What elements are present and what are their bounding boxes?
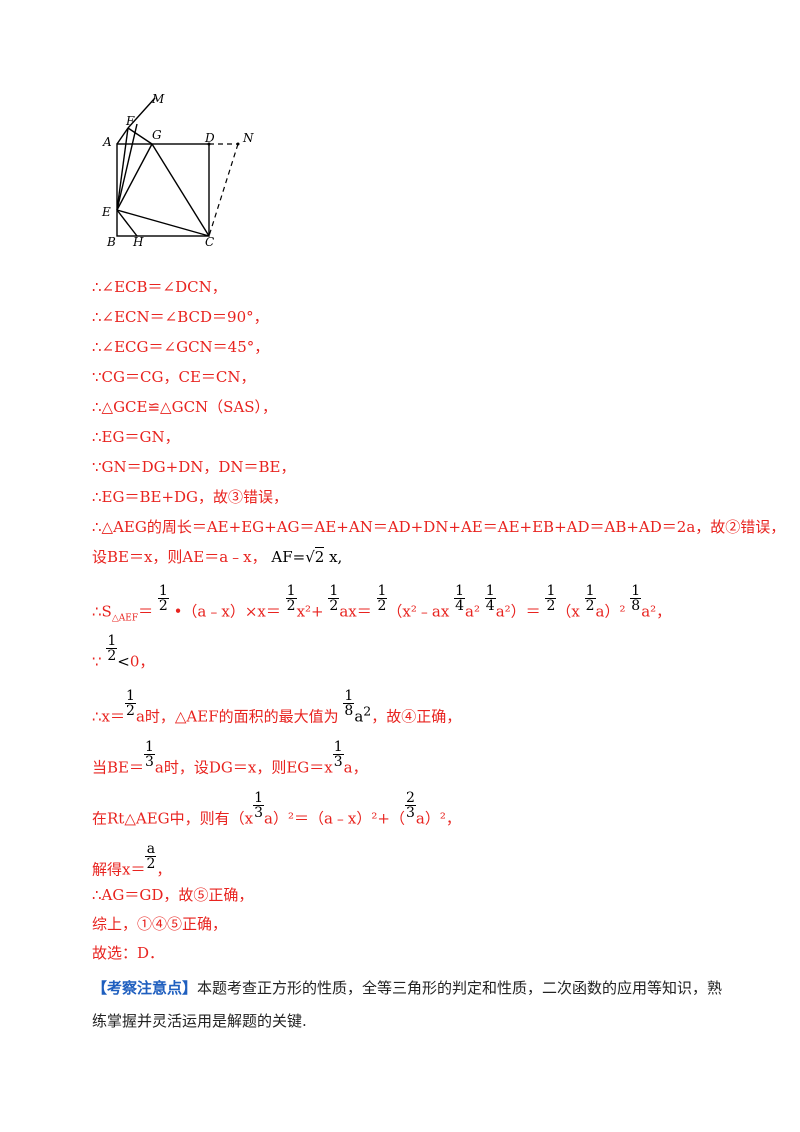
conclusion-4: ，故④正确，	[371, 707, 462, 726]
step-17: ∴AG＝GD，故⑤正确，	[92, 886, 254, 904]
be-eq: 当BE＝	[92, 758, 144, 777]
dg-text: a时，设DG＝x，则EG＝x	[154, 758, 333, 777]
step-5: ∴△GCE≌△GCN（SAS），	[92, 398, 278, 416]
af-x: x,	[324, 548, 343, 566]
label-b: B	[106, 235, 116, 249]
expr-5: a²	[465, 602, 480, 621]
s-symbol: ∴S	[92, 602, 112, 621]
step-13: ∴x＝ 1 2 a时，△AEF的面积的最大值为 1 8 a2，故④正确，	[92, 688, 462, 726]
exam-note: 【考察注意点】本题考查正方形的性质，全等三角形的判定和性质，二次函数的应用等知识…	[92, 972, 732, 1038]
step-1: ∴∠ECB＝∠DCN，	[92, 278, 227, 296]
geometry-figure: M F G D N A E B H C	[101, 92, 254, 249]
expr-3: ax＝	[339, 602, 372, 621]
step-10: 设BE＝x，则AE＝a﹣x， AF=√2 x,	[92, 546, 342, 567]
step-18: 综上，①④⑤正确，	[92, 915, 228, 933]
s-sub: △AEF	[111, 613, 139, 624]
expr-1: •（a﹣x）×x＝	[173, 602, 281, 621]
line-fm	[127, 97, 156, 129]
line-eg	[116, 143, 153, 211]
rt-text: 在Rt△AEG中，则有（x	[92, 809, 254, 828]
step-3: ∴∠ECG＝∠GCN＝45°，	[92, 338, 270, 356]
step-2: ∴∠ECN＝∠BCD＝90°，	[92, 308, 269, 326]
step-4: ∵CG＝CG，CE＝CN，	[92, 368, 256, 386]
label-d: D	[204, 131, 215, 145]
step-12: ∵ 1 2 <0，	[92, 634, 155, 677]
expr-6: a²）＝	[495, 602, 541, 621]
max-area-text: a时，△AEF的面积的最大值为	[135, 707, 339, 726]
line-ec	[116, 209, 210, 237]
line-nc-dashed	[208, 143, 239, 237]
square-abcd	[116, 143, 210, 237]
solve-end: ，	[156, 860, 172, 879]
label-n: N	[242, 131, 254, 145]
step-14: 当BE＝ 1 3 a时，设DG＝x，则EG＝x 1 3 a，	[92, 740, 368, 783]
solve-text: 解得x＝	[92, 860, 146, 879]
because-symbol: ∵	[92, 652, 102, 671]
note-tag: 【考察注意点】	[92, 979, 198, 997]
eq-1: ＝	[138, 602, 154, 621]
eq-text: a）²＝（a﹣x）²+（	[264, 809, 405, 828]
zero-value: 0，	[129, 652, 155, 671]
expr-7: （x	[556, 602, 580, 621]
step-15: 在Rt△AEG中，则有（x 1 3 a）²＝（a﹣x）²+（ 2 3 a）²，	[92, 791, 461, 834]
note-text: 本题考查正方形的性质，全等三角形的判定和性质，二次函数的应用等知识，熟练掌握并灵…	[92, 979, 723, 1030]
label-c: C	[205, 235, 214, 249]
expr-2: x²+	[296, 602, 324, 621]
label-e: E	[101, 205, 111, 219]
a-squared: a	[354, 707, 364, 726]
step-19: 故选：D．	[92, 944, 165, 962]
label-g: G	[152, 128, 162, 142]
step-7: ∵GN＝DG+DN，DN＝BE，	[92, 458, 296, 476]
step-16: 解得x＝ a 2，	[92, 842, 172, 885]
expr-4: （x²﹣ax	[387, 602, 450, 621]
step-6: ∴EG＝GN，	[92, 428, 180, 446]
label-h: H	[132, 235, 144, 249]
step-10-text: 设BE＝x，则AE＝a﹣x，	[92, 548, 267, 566]
line-fg	[127, 127, 153, 145]
step-9: ∴△AEG的周长＝AE+EG+AG＝AE+AN＝AD+DN+AE＝AE+EB+A…	[92, 518, 786, 536]
line-gc	[151, 143, 210, 237]
af-label: AF=	[271, 548, 306, 566]
step-8: ∴EG＝BE+DG，故③错误，	[92, 488, 289, 506]
expr-9: a²，	[641, 602, 672, 621]
less-than: <	[117, 652, 130, 671]
eg-a: a，	[343, 758, 368, 777]
expr-8: a）²	[595, 602, 626, 621]
eq-end: a）²，	[415, 809, 461, 828]
sqrt-value: 2	[314, 547, 325, 566]
line-af	[116, 127, 129, 145]
label-m: M	[151, 92, 165, 106]
label-a: A	[102, 135, 112, 149]
line-eh	[116, 209, 138, 237]
x-eq: ∴x＝	[92, 707, 126, 726]
label-f: F	[125, 114, 135, 128]
sqrt-icon: √	[305, 548, 315, 566]
line-e-top	[116, 123, 138, 211]
line-ef	[116, 127, 129, 211]
